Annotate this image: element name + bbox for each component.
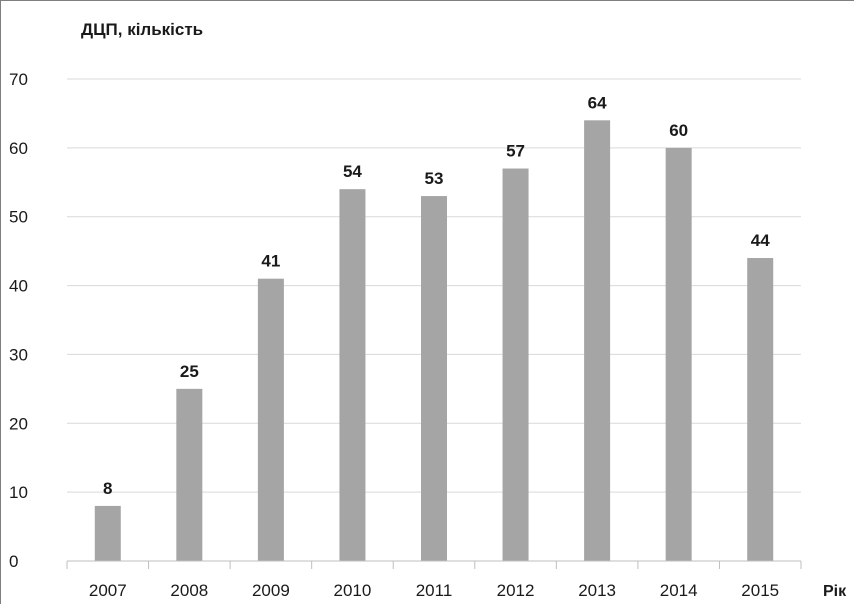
- y-tick-label: 60: [9, 139, 28, 158]
- data-label: 25: [180, 362, 199, 381]
- x-tick-label: 2010: [334, 581, 372, 600]
- x-tick-label: 2015: [741, 581, 779, 600]
- data-label: 41: [261, 252, 280, 271]
- data-label: 44: [751, 231, 770, 250]
- x-tick-label: 2011: [416, 581, 453, 600]
- bar: [747, 258, 774, 561]
- y-tick-labels: 0 10 20 30 40 50 60 70: [9, 70, 28, 571]
- x-tick-label: 2013: [578, 581, 616, 600]
- x-tick-label: 2008: [170, 581, 208, 600]
- y-tick-label: 0: [9, 552, 18, 571]
- bar: [421, 196, 447, 562]
- data-labels: 8 25 41 54 53 57 64 60 44: [103, 93, 770, 498]
- bar: [257, 278, 284, 561]
- y-axis-title: ДЦП, кількість: [81, 20, 203, 39]
- x-axis: [66, 560, 802, 569]
- data-label: 64: [588, 93, 607, 112]
- data-label: 8: [103, 479, 112, 498]
- y-tick-label: 40: [9, 277, 28, 296]
- data-label: 57: [506, 142, 525, 161]
- x-tick-label: 2009: [252, 581, 290, 600]
- bar: [502, 168, 529, 561]
- y-tick-label: 70: [9, 70, 28, 89]
- y-tick-label: 50: [9, 208, 28, 227]
- x-axis-title: Рік: [823, 583, 847, 600]
- bar: [584, 120, 611, 562]
- y-tick-label: 30: [9, 345, 28, 364]
- bar: [339, 189, 366, 561]
- x-tick-label: 2007: [89, 581, 127, 600]
- bar: [176, 388, 203, 561]
- bar: [665, 147, 692, 561]
- data-label: 53: [425, 169, 444, 188]
- data-label: 54: [343, 162, 362, 181]
- x-tick-label: 2012: [497, 581, 535, 600]
- y-tick-label: 20: [9, 414, 28, 433]
- bars: [94, 120, 774, 562]
- bar: [94, 505, 121, 561]
- y-tick-label: 10: [9, 483, 28, 502]
- data-label: 60: [669, 121, 688, 140]
- x-tick-label: 2014: [660, 581, 698, 600]
- x-tick-labels: 2007 2008 2009 2010 2011 2012 2013 2014 2015: [89, 581, 779, 600]
